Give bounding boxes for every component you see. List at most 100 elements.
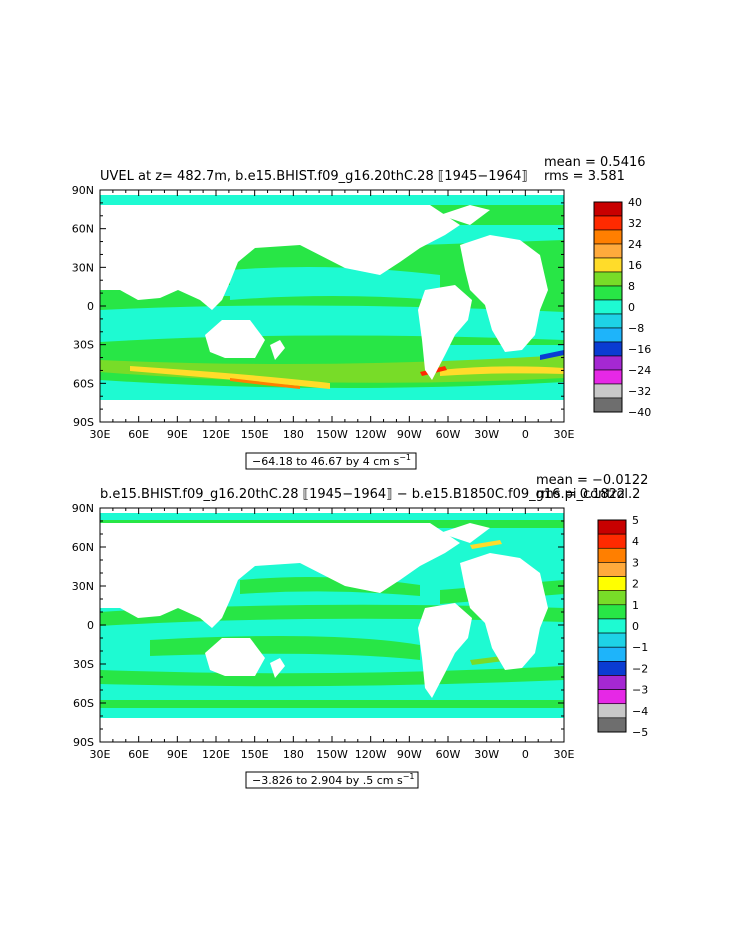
panel-2-lon-label: 30W — [474, 748, 499, 761]
panel-2-range-box: −3.826 to 2.904 by .5 cm s−1 — [245, 771, 419, 789]
panel-2-mean: mean = −0.0122 — [536, 473, 648, 488]
panel-2-lon-label: 60E — [128, 748, 149, 761]
panel-1-mean: mean = 0.5416 — [544, 155, 646, 170]
panel-1-colorbar-label: 0 — [628, 301, 635, 314]
panel-2-colorbar-label: −5 — [632, 726, 648, 739]
svg-text:−3.826 to 2.904 by .5 cm s−1: −3.826 to 2.904 by .5 cm s−1 — [252, 772, 415, 787]
panel-1-colorbar-label: 8 — [628, 280, 635, 293]
panel-1-lat-label: 60N — [72, 223, 94, 236]
panel-2: b.e15.BHIST.f09_g16.20thC.28 ⟦1945−1964⟧… — [72, 473, 648, 789]
panel-1-colorbar-label: 16 — [628, 259, 642, 272]
panel-1-lon-label: 90E — [167, 428, 188, 441]
panel-2-colorbar-label: 3 — [632, 556, 639, 569]
panel-2-lon-label: 120W — [355, 748, 387, 761]
panel-1-lon-label: 60W — [436, 428, 461, 441]
panel-1-lat-label: 30S — [73, 339, 94, 352]
panel-1-lat-label: 90N — [72, 184, 94, 197]
panel-2-lon-label: 30E — [554, 748, 575, 761]
panel-1-lon-label: 120W — [355, 428, 387, 441]
panel-2-colorbar-label: 0 — [632, 620, 639, 633]
panel-1-colorbar-box — [593, 229, 623, 245]
panel-2-lat-label: 90N — [72, 502, 94, 515]
panel-2-colorbar-label: −2 — [632, 662, 648, 675]
panel-2-colorbar-label: −1 — [632, 641, 648, 654]
panel-2-lon-label: 90E — [167, 748, 188, 761]
panel-2-lon-label: 120E — [202, 748, 230, 761]
panel-1-lon-label: 150E — [241, 428, 269, 441]
panel-1-colorbar-box — [593, 257, 623, 273]
panel-1-range-exp: −1 — [399, 453, 411, 462]
panel-1-colorbar: 40 32 24 16 8 0 −8 −16 −24 −32 −40 — [593, 196, 651, 419]
panel-2-lon-label: 30E — [90, 748, 111, 761]
panel-2-map — [100, 508, 564, 742]
panel-1-lon-label: 120E — [202, 428, 230, 441]
panel-1-colorbar-label: −24 — [628, 364, 651, 377]
panel-1-lat-label: 0 — [87, 300, 94, 313]
panel-1-colorbar-box — [593, 327, 623, 343]
panel-1-colorbar-label: −40 — [628, 406, 651, 419]
panel-1-lon-label: 30E — [90, 428, 111, 441]
panel-2-colorbar-label: 1 — [632, 599, 639, 612]
panel-1-colorbar-box — [593, 383, 623, 399]
panel-1-colorbar-label: 32 — [628, 217, 642, 230]
panel-1-lat-label: 90S — [73, 416, 94, 429]
panel-1-lon-label: 90W — [397, 428, 422, 441]
panel-2-colorbar-box — [597, 562, 627, 577]
panel-2-colorbar-box — [597, 632, 627, 648]
panel-1-colorbar-box — [593, 369, 623, 385]
panel-1-range-box: −64.18 to 46.67 by 4 cm s−1 — [245, 452, 417, 470]
panel-2-lat-axis: 90N 60N 30N 0 30S 60S 90S — [72, 502, 564, 749]
panel-1-colorbar-label: 40 — [628, 196, 642, 209]
panel-1-range-text: −64.18 to 46.67 by 4 cm s — [252, 455, 399, 468]
panel-2-lon-label: 90W — [397, 748, 422, 761]
panel-2-lon-label: 150E — [241, 748, 269, 761]
svg-text:−64.18 to 46.67 by 4 cm s−1: −64.18 to 46.67 by 4 cm s−1 — [252, 453, 411, 468]
panel-2-colorbar-box — [597, 576, 627, 591]
panel-1-colorbar-box — [593, 341, 623, 357]
panel-2-lon-label: 180 — [283, 748, 304, 761]
panel-2-lat-label: 60N — [72, 541, 94, 554]
panel-2-colorbar-label: −4 — [632, 705, 648, 718]
panel-2-colorbar-box — [597, 547, 627, 563]
panel-2-lon-label: 60W — [436, 748, 461, 761]
panel-1: UVEL at z= 482.7m, b.e15.BHIST.f09_g16.2… — [72, 155, 651, 470]
panel-2-colorbar-box — [597, 661, 627, 676]
panel-2-lat-label: 30S — [73, 658, 94, 671]
panel-2-lon-label: 0 — [522, 748, 529, 761]
panel-2-lat-label: 90S — [73, 736, 94, 749]
panel-1-colorbar-box — [593, 201, 623, 217]
panel-2-colorbar-label: 5 — [632, 514, 639, 527]
panel-1-lon-label: 30W — [474, 428, 499, 441]
panel-1-lon-label: 0 — [522, 428, 529, 441]
panel-2-colorbar-box — [597, 646, 627, 662]
panel-2-lat-label: 30N — [72, 580, 94, 593]
panel-1-acc — [100, 350, 564, 389]
panel-2-colorbar-box — [597, 675, 627, 690]
panel-1-colorbar-box — [593, 313, 623, 329]
panel-2-lat-label: 0 — [87, 619, 94, 632]
panel-1-title: UVEL at z= 482.7m, b.e15.BHIST.f09_g16.2… — [100, 169, 528, 184]
panel-2-rms: rms = 0.1822 — [536, 487, 625, 502]
panel-2-colorbar-box — [597, 519, 627, 535]
panel-2-title: b.e15.BHIST.f09_g16.20thC.28 ⟦1945−1964⟧… — [100, 487, 640, 502]
panel-2-colorbar: 5 4 3 2 1 0 −1 −2 −3 −4 −5 — [597, 514, 648, 739]
panel-2-colorbar-label: 2 — [632, 578, 639, 591]
panel-1-colorbar-box — [593, 285, 623, 301]
panel-1-lon-label: 180 — [283, 428, 304, 441]
panel-1-lon-label: 60E — [128, 428, 149, 441]
panel-1-map — [100, 190, 564, 422]
panel-1-colorbar-box — [593, 355, 623, 371]
panel-1-colorbar-label: −16 — [628, 343, 651, 356]
panel-2-colorbar-box — [597, 689, 627, 705]
panel-1-rms: rms = 3.581 — [544, 169, 625, 184]
panel-2-colorbar-box — [597, 618, 627, 634]
panel-2-colorbar-box — [597, 590, 627, 606]
panel-1-colorbar-box — [593, 397, 623, 413]
panel-2-range-text: −3.826 to 2.904 by .5 cm s — [252, 774, 403, 787]
panel-1-colorbar-box — [593, 271, 623, 287]
panel-1-lat-label: 60S — [73, 377, 94, 390]
panel-1-colorbar-label: 24 — [628, 238, 642, 251]
panel-1-colorbar-label: −8 — [628, 322, 644, 335]
panel-2-colorbar-box — [597, 533, 627, 549]
panel-1-lon-label: 30E — [554, 428, 575, 441]
